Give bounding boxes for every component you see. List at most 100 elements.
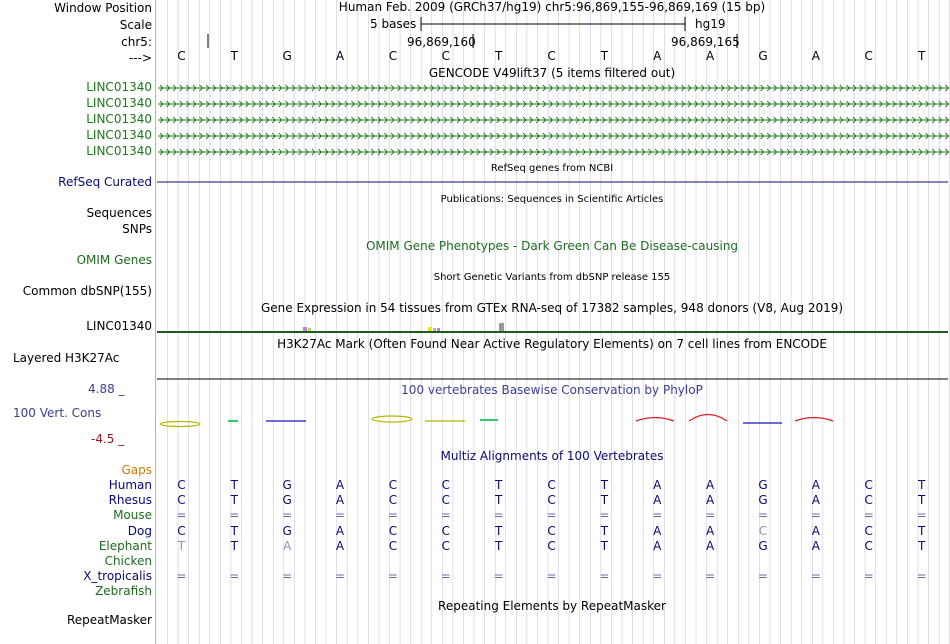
base-letter: A [653,538,662,553]
species-label[interactable]: X_tropicalis [83,569,152,584]
base-letter: = [705,508,716,523]
sequences-track-label[interactable]: Sequences [86,206,152,220]
base-letter: G [758,493,768,508]
phylop-track-label[interactable]: 100 Vert. Cons [13,406,102,420]
h3k27ac-track-label[interactable]: Layered H3K27Ac [13,351,120,365]
base-letter: G [282,493,292,508]
omim-track-title[interactable]: OMIM Gene Phenotypes - Dark Green Can Be… [365,239,739,253]
base-letter: T [917,493,926,508]
base-letter: A [706,538,715,553]
gtex-track-title[interactable]: Gene Expression in 54 tissues from GTEx … [260,301,844,315]
omim-track-label[interactable]: OMIM Genes [76,253,152,267]
refseq-track-title[interactable]: RefSeq genes from NCBI [490,163,614,174]
gencode-gene-lines[interactable] [158,84,950,156]
base-letter: = [387,508,398,523]
base-letter: C [758,523,768,538]
base-letter: A [653,49,662,63]
h3k27ac-track-title[interactable]: H3K27Ac Mark (Often Found Near Active Re… [277,337,827,351]
gencode-item-label[interactable]: LINC01340 [86,112,152,126]
refseq-track-label[interactable]: RefSeq Curated [58,175,152,189]
phylop-max-value: 4.88 _ [88,382,125,396]
base-letter: = [810,569,821,584]
publications-track-title[interactable]: Publications: Sequences in Scientific Ar… [440,194,664,205]
base-letter: G [758,49,768,63]
species-label[interactable]: Dog [127,523,152,538]
base-letter: = [229,569,240,584]
base-letter: = [652,569,663,584]
dbsnp-track-title[interactable]: Short Genetic Variants from dbSNP releas… [433,272,671,283]
scale-bar [420,17,686,31]
base-letter: A [811,523,820,538]
scale-text: 5 bases [370,17,417,31]
base-letter: T [230,478,238,492]
base-letter: T [600,49,609,63]
base-letter: C [441,538,450,553]
coordinate-label-2: 96,869,165 [671,35,740,49]
base-letter: = [599,508,610,523]
base-letter: A [335,538,345,553]
base-letter: T [917,49,926,63]
base-letter: C [388,478,398,492]
species-label[interactable]: Zebrafish [95,584,152,599]
base-letter: C [441,523,450,538]
base-letter: = [493,569,504,584]
base-letter: A [811,538,820,553]
gencode-item-label[interactable]: LINC01340 [86,80,152,94]
species-label[interactable]: Rhesus [108,493,152,508]
base-letter: C [864,538,873,553]
window-position-label: Window Position [54,1,152,15]
gencode-track-title[interactable]: GENCODE V49lift37 (5 items filtered out) [428,66,676,80]
base-letter: = [282,569,293,584]
gtex-expression-bars[interactable] [157,323,948,333]
base-letter: C [388,523,398,538]
base-letter: C [864,493,873,508]
dbsnp-track-label[interactable]: Common dbSNP(155) [22,284,152,298]
base-letter: G [758,478,768,492]
chr-label: chr5: [121,35,152,49]
base-letter: T [494,49,503,63]
species-label[interactable]: Chicken [104,554,152,568]
base-letter: T [917,538,926,553]
base-letter: = [335,508,346,523]
base-letter: = [599,569,610,584]
base-letter: T [494,478,503,492]
phylop-track-title[interactable]: 100 vertebrates Basewise Conservation by… [401,383,703,397]
base-letter: = [863,508,874,523]
base-letter: C [547,493,556,508]
species-label[interactable]: Human [108,478,152,492]
base-letter: G [282,49,292,63]
gaps-label: Gaps [121,463,152,477]
repeatmasker-track-label[interactable]: RepeatMasker [66,613,152,627]
repeatmasker-track-title[interactable]: Repeating Elements by RepeatMasker [438,599,666,613]
species-label[interactable]: Elephant [98,538,152,553]
gencode-item-label[interactable]: LINC01340 [86,144,152,158]
base-letter: C [864,478,873,492]
gencode-item-label[interactable]: LINC01340 [86,96,152,110]
base-letter: C [547,478,556,492]
base-letter: = [335,569,346,584]
strand-arrow-label: ---> [128,51,152,65]
snps-track-label[interactable]: SNPs [122,222,152,236]
base-letter: T [600,478,609,492]
base-letter: T [177,538,186,553]
gtex-track-label[interactable]: LINC01340 [86,319,152,333]
multiz-track-title[interactable]: Multiz Alignments of 100 Vertebrates [440,449,664,463]
base-letter: C [388,538,398,553]
base-letter: T [494,493,503,508]
base-letter: C [388,49,398,63]
base-letter: = [176,569,187,584]
base-letter: A [706,493,715,508]
scale-label: Scale [119,18,152,32]
base-letter: C [441,49,450,63]
base-letter: = [757,508,769,523]
base-letter: = [546,508,557,523]
base-letter: C [547,538,556,553]
base-letter: = [387,569,398,584]
phylop-conservation-glyphs[interactable] [159,413,834,428]
gencode-item-label[interactable]: LINC01340 [86,128,152,142]
base-letter: = [705,569,716,584]
species-label[interactable]: Mouse [113,508,152,523]
base-letter: C [388,493,398,508]
